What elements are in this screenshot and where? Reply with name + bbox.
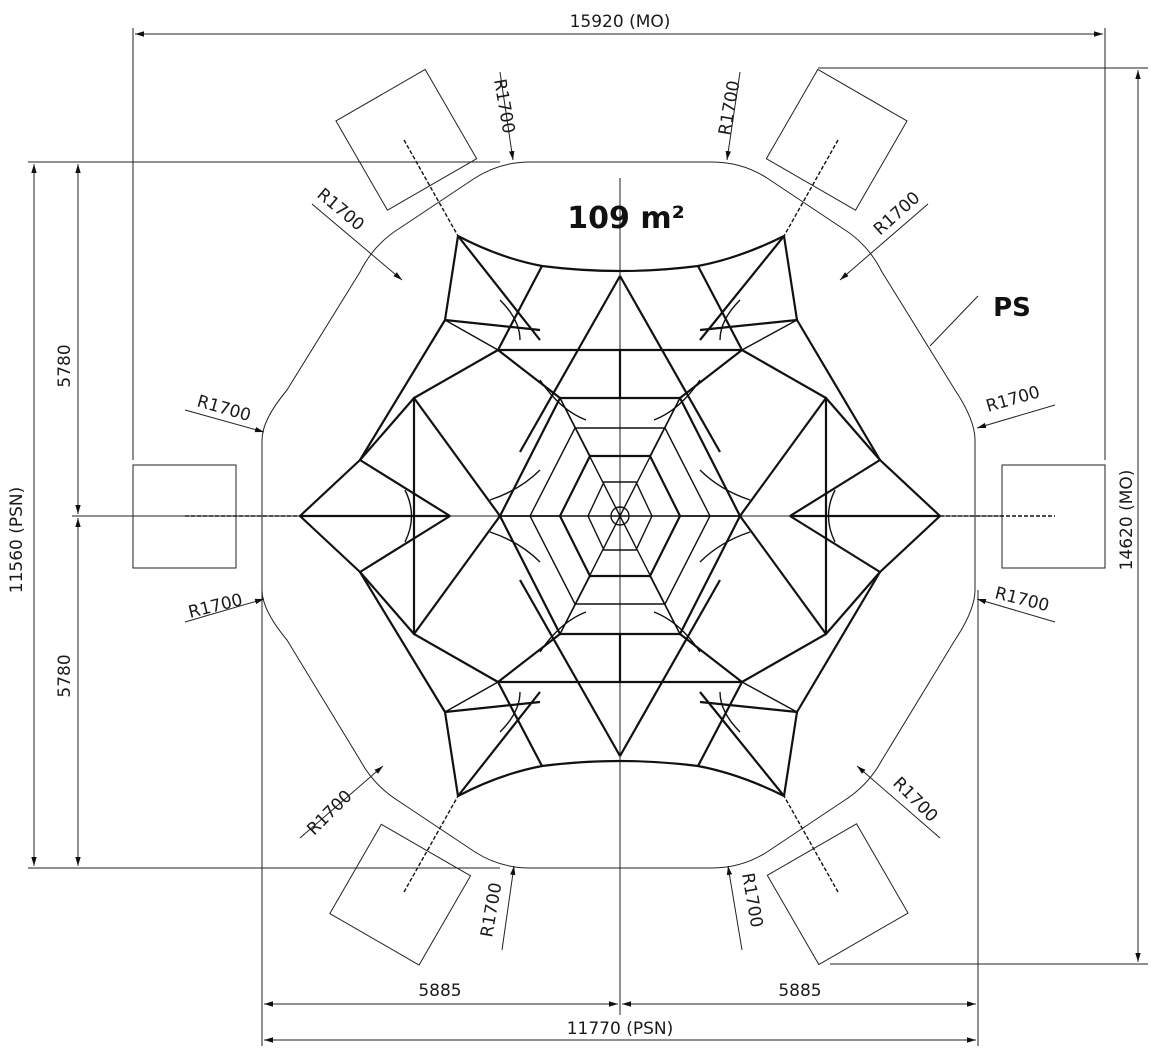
anchor-box-top-right [765, 68, 908, 211]
ps-outline [261, 161, 976, 869]
dim-overall-height-mo: 14620 (MO) [1117, 470, 1137, 571]
area-label: 109 m² [567, 201, 684, 236]
labels: 15920 (MO) 14620 (MO) 11560 (PSN) 5780 5… [7, 12, 1137, 1039]
radius-label-top-right: R1700 [715, 79, 744, 137]
radius-label-bottom-left: R1700 [477, 881, 506, 939]
cable-net [298, 235, 942, 797]
radius-label-lower-mid-left: R1700 [186, 590, 244, 623]
radius-label-lower-mid-right: R1700 [993, 583, 1051, 616]
dim-lower-half-height: 5780 [55, 654, 75, 697]
anchor-box-right [1001, 464, 1106, 569]
dimension-lines [28, 28, 1148, 1046]
dim-upper-half-height: 5780 [55, 344, 75, 387]
ps-label: PS [993, 293, 1031, 323]
dim-psn-width: 11770 (PSN) [567, 1019, 674, 1039]
dim-psn-height: 11560 (PSN) [7, 487, 27, 594]
anchor-box-bottom-left [329, 823, 472, 966]
anchor-box-bottom-right [766, 823, 909, 966]
dim-left-half-width: 5885 [418, 981, 461, 1001]
dim-overall-width-mo: 15920 (MO) [570, 12, 671, 32]
dim-right-half-width: 5885 [778, 981, 821, 1001]
radius-label-bottom-right: R1700 [737, 871, 766, 929]
radius-leaders [184, 71, 1056, 951]
anchor-box-top-left [335, 68, 478, 211]
radius-label-lower-left: R1700 [303, 786, 356, 839]
radius-label-top-left: R1700 [489, 77, 518, 135]
